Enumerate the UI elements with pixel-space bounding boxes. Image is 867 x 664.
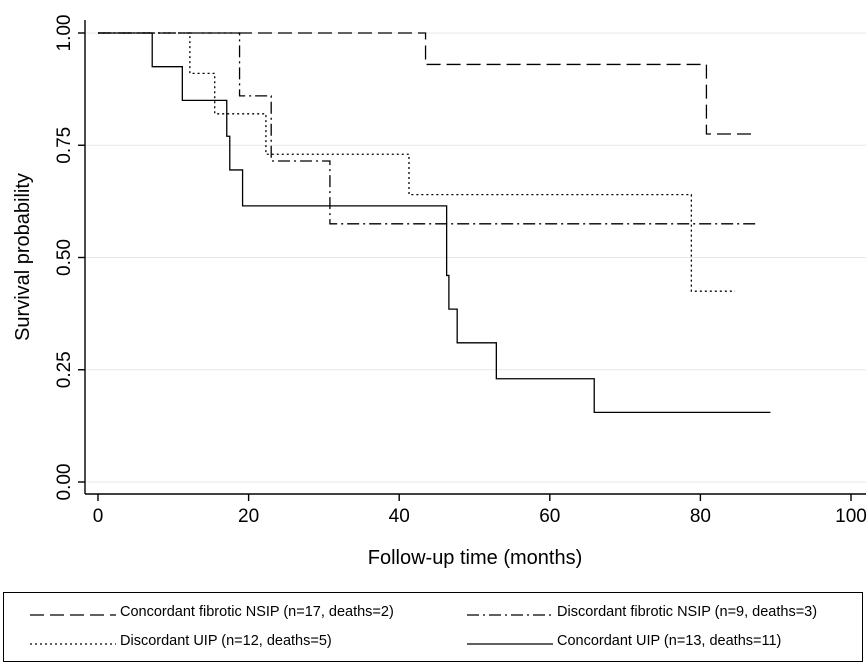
legend-swatch-dotted	[30, 636, 116, 646]
series-discordant-fibrotic-nsip	[98, 32, 757, 225]
legend-item-discordant-fibrotic-nsip: Discordant fibrotic NSIP (n=9, deaths=3)	[467, 602, 817, 622]
series-lines	[98, 32, 771, 414]
x-tick-label-5: 100	[835, 506, 867, 527]
y-axis-title: Survival probability	[12, 173, 34, 341]
series-concordant-uip	[98, 32, 771, 414]
x-tick-label-4: 80	[690, 506, 711, 527]
series-concordant-fibrotic-nsip	[98, 32, 752, 135]
legend-label: Concordant UIP (n=13, deaths=11)	[557, 633, 782, 649]
legend-swatch-dashdot	[467, 607, 553, 617]
x-tick-label-0: 0	[93, 506, 104, 527]
y-tick-label-0: 0.00	[54, 464, 75, 501]
y-tick-label-4: 1.00	[54, 15, 75, 52]
series-discordant-uip	[98, 32, 736, 292]
x-axis-title: Follow-up time (months)	[368, 547, 583, 569]
x-tick-label-3: 60	[539, 506, 560, 527]
legend-item-concordant-uip: Concordant UIP (n=13, deaths=11)	[467, 631, 781, 651]
survival-chart: 0.00 0.25 0.50 0.75 1.00 0 20 40 60 80 100 Follow-…	[12, 15, 867, 569]
y-tick-label-3: 0.75	[54, 127, 75, 164]
legend-item-concordant-fibrotic-nsip: Concordant fibrotic NSIP (n=17, deaths=2…	[30, 602, 394, 622]
legend-swatch-longdash	[30, 607, 116, 617]
x-tick-label-2: 40	[389, 506, 410, 527]
y-tick-label-2: 0.50	[54, 239, 75, 276]
x-tick-label-1: 20	[238, 506, 259, 527]
y-tick-label-1: 0.25	[54, 351, 75, 388]
legend-label: Discordant fibrotic NSIP (n=9, deaths=3)	[557, 604, 818, 620]
legend-label: Discordant UIP (n=12, deaths=5)	[120, 633, 332, 649]
legend: Concordant fibrotic NSIP (n=17, deaths=2…	[3, 592, 863, 662]
tick-labels: 0.00 0.25 0.50 0.75 1.00 0 20 40 60 80 100	[54, 15, 867, 527]
legend-swatch-solid	[467, 636, 553, 646]
legend-label: Concordant fibrotic NSIP (n=17, deaths=2…	[120, 604, 394, 620]
legend-item-discordant-uip: Discordant UIP (n=12, deaths=5)	[30, 631, 332, 651]
